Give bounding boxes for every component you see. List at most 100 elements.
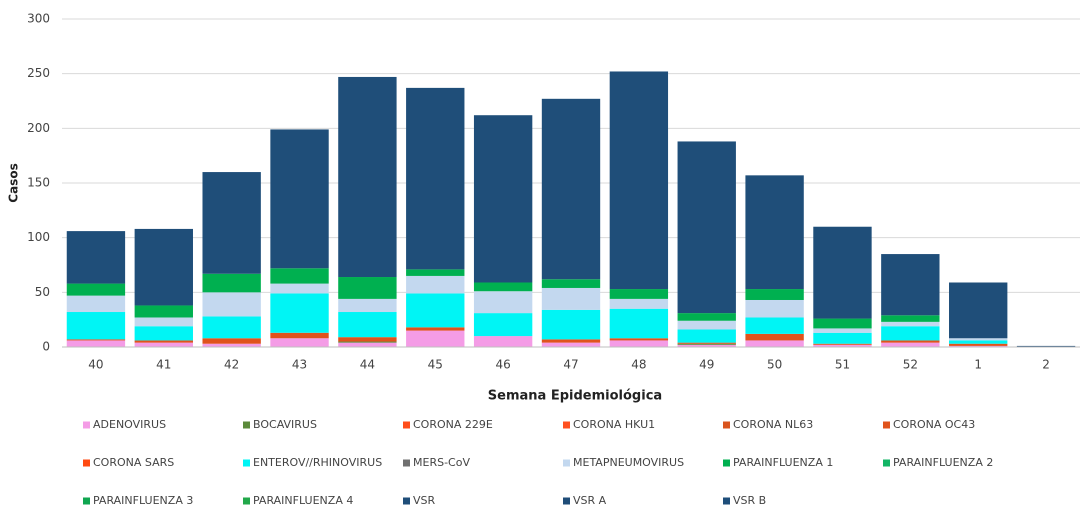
bar-segment — [949, 345, 1008, 347]
legend-label: CORONA SARS — [93, 456, 174, 469]
y-tick-label: 100 — [27, 230, 50, 244]
bar-segment — [541, 339, 601, 343]
y-tick-label: 0 — [42, 340, 50, 354]
legend-label: VSR B — [733, 494, 766, 507]
legend-swatch — [243, 421, 250, 429]
x-axis-title: Semana Epidemiológica — [488, 389, 662, 404]
legend-swatch — [563, 497, 570, 505]
bar-segment — [202, 316, 261, 339]
bar-segment — [202, 292, 261, 317]
x-tick-label: 47 — [563, 358, 578, 372]
bar-segment — [406, 269, 465, 276]
bar-segment — [813, 343, 872, 345]
legend-label: BOCAVIRUS — [253, 418, 317, 431]
legend-swatch — [403, 497, 410, 505]
bar-segment — [338, 277, 397, 299]
legend-label: PARAINFLUENZA 1 — [733, 456, 833, 469]
bar-segment — [270, 268, 329, 284]
bar-segment — [66, 312, 126, 340]
bar-segment — [813, 318, 872, 329]
bar-segment — [202, 343, 261, 347]
bar-segment — [338, 342, 397, 347]
legend-swatch — [723, 421, 730, 429]
bar-segment — [338, 341, 397, 343]
bar-segment — [406, 275, 465, 294]
x-tick-label: 48 — [631, 358, 646, 372]
bar-segment — [677, 313, 736, 321]
x-tick-label: 42 — [224, 358, 239, 372]
bar-segment — [473, 291, 533, 314]
legend-label: VSR — [413, 494, 436, 507]
legend-label: CORONA HKU1 — [573, 418, 655, 431]
bar-segment — [66, 339, 126, 341]
bar-segment — [406, 330, 465, 347]
x-tick-label: 50 — [767, 358, 782, 372]
bar-segment — [473, 115, 533, 283]
bar-segment — [270, 283, 329, 294]
bar-segment — [745, 340, 804, 347]
x-tick-label: 41 — [156, 358, 171, 372]
x-tick-label: 45 — [428, 358, 443, 372]
bar-segment — [406, 87, 465, 270]
bar-segment — [473, 313, 533, 337]
bar-segment — [338, 337, 397, 342]
legend-label: ADENOVIRUS — [93, 418, 166, 431]
x-tick-label: 49 — [699, 358, 714, 372]
legend-swatch — [723, 497, 730, 505]
legend-label: CORONA NL63 — [733, 418, 813, 431]
bar-segment — [406, 327, 465, 331]
y-tick-label: 300 — [27, 12, 50, 26]
legend-swatch — [563, 459, 570, 467]
x-tick-label: 52 — [903, 358, 918, 372]
y-tick-label: 250 — [27, 66, 50, 80]
bar-segment — [270, 293, 329, 333]
y-axis-title: Casos — [7, 163, 21, 202]
legend-swatch — [723, 459, 730, 467]
legend-label: VSR A — [573, 494, 607, 507]
bar-segment — [338, 298, 397, 313]
bar-segment — [66, 283, 126, 296]
bar-segment — [677, 320, 736, 330]
bar-segment — [813, 344, 872, 347]
bar-segment — [949, 343, 1008, 346]
bar-segment — [609, 308, 669, 339]
bar-segment — [406, 293, 465, 328]
legend-swatch — [403, 421, 410, 429]
bar-segment — [134, 228, 193, 306]
legend-swatch — [883, 421, 890, 429]
bar-segment — [949, 340, 1008, 344]
bar-segment — [609, 338, 669, 341]
bar-segment — [270, 338, 329, 347]
bar-segment — [1016, 345, 1076, 347]
bar-segment — [270, 129, 329, 269]
legend-swatch — [83, 459, 90, 467]
y-tick-label: 150 — [27, 176, 50, 190]
bar-segment — [541, 279, 601, 288]
bar-segment — [881, 326, 940, 341]
bar-segment — [134, 326, 193, 341]
y-tick-label: 50 — [35, 285, 50, 299]
bar-segment — [338, 76, 397, 278]
legend: ADENOVIRUS BOCAVIRUS CORONA 229E CORONA HKU… — [83, 418, 993, 507]
bar-segment — [677, 342, 736, 344]
legend-swatch — [83, 421, 90, 429]
legend-label: CORONA 229E — [413, 418, 493, 431]
bar-segment — [202, 273, 261, 293]
legend-label: PARAINFLUENZA 2 — [893, 456, 993, 469]
bar-segment — [677, 141, 736, 314]
legend-swatch — [403, 459, 410, 467]
legend-label: PARAINFLUENZA 3 — [93, 494, 193, 507]
bar-segment — [609, 298, 669, 309]
bar-segment — [541, 287, 601, 310]
bar-segment — [677, 344, 736, 347]
bar-segment — [202, 172, 261, 274]
bar-segment — [745, 289, 804, 300]
bar-segment — [270, 332, 329, 339]
bar-segment — [745, 317, 804, 334]
legend-label: PARAINFLUENZA 4 — [253, 494, 353, 507]
bar-segment — [134, 340, 193, 343]
bar-segment — [881, 315, 940, 322]
legend-label: CORONA OC43 — [893, 418, 975, 431]
bar-segment — [66, 340, 126, 347]
